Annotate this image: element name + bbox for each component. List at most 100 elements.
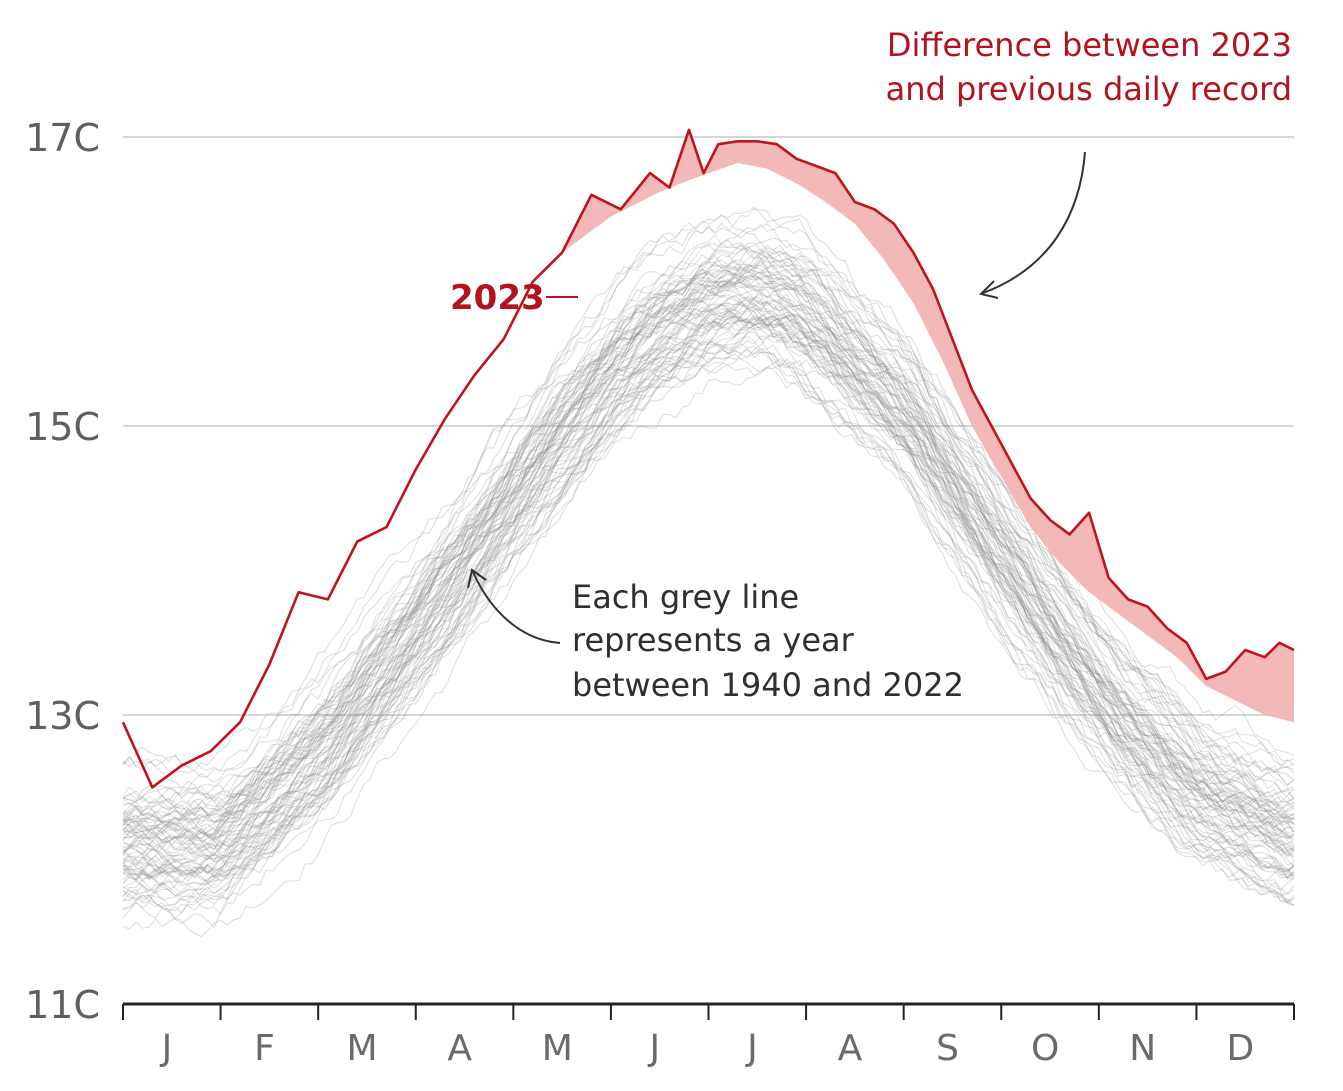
grey-year-line-1953 bbox=[122, 297, 1295, 857]
grey-year-line-2016 bbox=[122, 213, 1295, 789]
grey-year-line-1997 bbox=[122, 264, 1295, 841]
grey-year-line-1986 bbox=[122, 257, 1295, 832]
grey-year-line-2000 bbox=[122, 279, 1295, 845]
month-label: A bbox=[447, 1028, 472, 1069]
grey-year-line-2003 bbox=[122, 239, 1295, 804]
grey-year-line-1972 bbox=[122, 296, 1295, 867]
month-label: J bbox=[160, 1028, 173, 1069]
grey-year-line-1976 bbox=[122, 306, 1295, 886]
grey-year-line-1962 bbox=[122, 343, 1295, 906]
grey-year-line-1967 bbox=[122, 306, 1295, 878]
annotation-grey-line-3: between 1940 and 2022 bbox=[572, 666, 964, 704]
grey-year-line-1954 bbox=[122, 283, 1295, 855]
annotation-difference: Difference between 2023 and previous dai… bbox=[886, 26, 1292, 299]
grey-year-line-1969 bbox=[122, 314, 1295, 886]
grey-year-line-1960 bbox=[122, 322, 1295, 881]
grey-year-line-1977 bbox=[122, 302, 1295, 860]
month-label: D bbox=[1226, 1028, 1254, 1069]
grey-year-line-2014 bbox=[122, 260, 1295, 824]
grey-year-line-2013 bbox=[122, 247, 1295, 803]
grey-year-line-1992 bbox=[122, 253, 1295, 820]
grey-year-line-1979 bbox=[122, 308, 1295, 891]
y-tick-label: 13C bbox=[25, 694, 100, 738]
grey-year-line-1959 bbox=[122, 311, 1295, 879]
grey-year-line-1943 bbox=[122, 308, 1295, 876]
grey-year-line-1971 bbox=[122, 298, 1295, 880]
grey-year-line-1974 bbox=[122, 274, 1295, 839]
grey-year-line-1946 bbox=[122, 317, 1295, 880]
grey-year-line-1958 bbox=[122, 294, 1295, 866]
label-2023: 2023 bbox=[450, 278, 545, 318]
grey-year-line-2012 bbox=[122, 269, 1295, 825]
grey-year-line-2005 bbox=[122, 263, 1295, 833]
grey-year-line-1955 bbox=[122, 300, 1295, 864]
grey-year-line-2007 bbox=[122, 243, 1295, 814]
annotation-grey-line-2: represents a year bbox=[572, 621, 855, 659]
annotation-difference-arrowhead bbox=[979, 280, 999, 299]
grey-year-line-1957 bbox=[122, 335, 1295, 882]
month-label: S bbox=[936, 1028, 959, 1069]
annotation-grey-arrowhead bbox=[467, 568, 487, 589]
grey-year-line-2006 bbox=[122, 250, 1295, 828]
grey-year-line-1996 bbox=[122, 276, 1295, 841]
gridlines bbox=[123, 136, 1294, 716]
grey-year-line-1973 bbox=[122, 303, 1295, 882]
grey-year-line-2020 bbox=[122, 240, 1295, 805]
grey-year-line-1980 bbox=[122, 297, 1295, 861]
grey-year-line-1982 bbox=[122, 251, 1295, 818]
grey-year-line-2021 bbox=[122, 254, 1295, 834]
grey-year-line-1949 bbox=[122, 347, 1295, 929]
grey-year-line-1961 bbox=[122, 326, 1295, 902]
grey-year-line-1948 bbox=[122, 345, 1295, 912]
grey-year-line-1984 bbox=[122, 275, 1295, 849]
grey-year-line-1981 bbox=[122, 281, 1295, 852]
grey-year-line-1989 bbox=[122, 298, 1295, 867]
grey-year-line-1985 bbox=[122, 285, 1295, 825]
grey-year-line-1950 bbox=[122, 309, 1295, 878]
line-2023-layer bbox=[121, 128, 1295, 789]
grey-year-line-2004 bbox=[122, 243, 1295, 826]
grey-year-line-1940 bbox=[122, 323, 1295, 890]
month-label: M bbox=[542, 1028, 573, 1069]
grey-year-line-1994 bbox=[122, 275, 1295, 848]
grey-year-line-2008 bbox=[122, 250, 1295, 837]
grey-year-line-1998 bbox=[122, 272, 1295, 850]
month-label: A bbox=[838, 1028, 863, 1069]
grey-year-line-1999 bbox=[122, 279, 1295, 848]
grey-year-line-2018 bbox=[122, 208, 1295, 772]
grey-year-line-1966 bbox=[122, 320, 1295, 904]
grey-year-lines bbox=[122, 206, 1295, 938]
grey-year-line-1968 bbox=[122, 332, 1295, 901]
month-label: M bbox=[347, 1028, 378, 1069]
month-label: F bbox=[254, 1028, 275, 1069]
grey-year-line-1947 bbox=[122, 350, 1295, 919]
grey-year-line-1964 bbox=[122, 331, 1295, 897]
x-axis bbox=[122, 1002, 1295, 1020]
annotation-difference-line-1: Difference between 2023 bbox=[887, 26, 1292, 64]
month-label: J bbox=[648, 1028, 661, 1069]
grey-year-line-1978 bbox=[122, 292, 1295, 856]
y-tick-label: 15C bbox=[25, 405, 100, 449]
annotation-grey-line-1: Each grey line bbox=[572, 578, 799, 616]
grey-year-line-2011 bbox=[122, 218, 1295, 774]
grey-year-line-1945 bbox=[122, 353, 1295, 916]
month-label: O bbox=[1031, 1028, 1059, 1069]
grey-year-line-1970 bbox=[122, 318, 1295, 883]
grey-year-line-1993 bbox=[122, 270, 1295, 826]
annotation-grey-lines: Each grey line represents a year between… bbox=[467, 568, 964, 704]
line-2023 bbox=[121, 128, 1295, 789]
grey-year-line-1988 bbox=[122, 313, 1295, 873]
grey-year-line-1995 bbox=[122, 293, 1295, 866]
grey-year-line-1944 bbox=[122, 313, 1295, 883]
month-label: J bbox=[745, 1028, 758, 1069]
grey-year-line-1987 bbox=[122, 298, 1295, 851]
grey-year-line-1941 bbox=[122, 321, 1295, 887]
grey-year-line-1942 bbox=[122, 363, 1295, 938]
y-tick-label: 11C bbox=[25, 983, 100, 1027]
grey-year-line-2001 bbox=[122, 259, 1295, 839]
grey-year-line-1956 bbox=[122, 335, 1295, 914]
grey-year-line-1990 bbox=[122, 267, 1295, 836]
grey-year-line-2010 bbox=[122, 223, 1295, 811]
